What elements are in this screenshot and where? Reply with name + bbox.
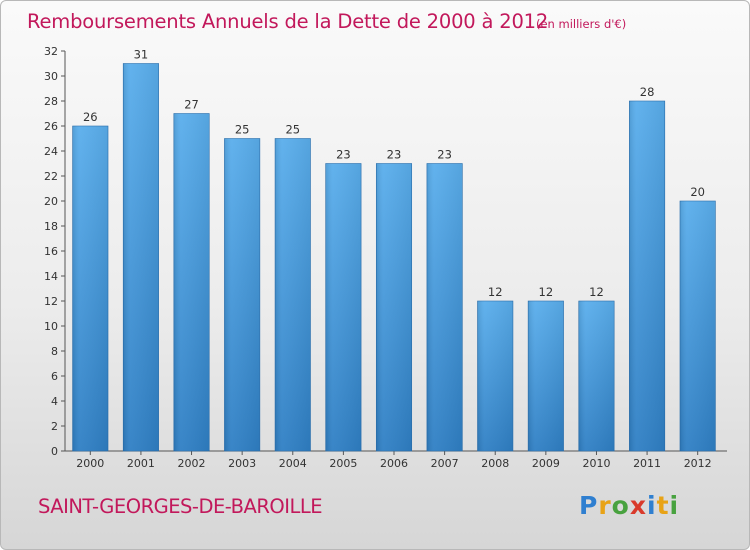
- y-tick-label: 30: [44, 70, 58, 83]
- bar-value-label: 12: [539, 285, 554, 299]
- bar-value-label: 26: [83, 110, 98, 124]
- bars: 26 31 27 25 25 23 23 23 12 12 12 28 20: [72, 48, 716, 452]
- y-tick-label: 20: [44, 195, 58, 208]
- bar-shading: [629, 101, 665, 451]
- logo-letter: r: [598, 491, 612, 520]
- bar-value-label: 23: [336, 148, 351, 162]
- bar-value-label: 31: [134, 48, 149, 62]
- bar-shading: [426, 163, 463, 451]
- logo-letter: i: [647, 491, 657, 520]
- logo-letter: i: [669, 491, 680, 520]
- logo-letter: x: [629, 491, 647, 520]
- bar-shading: [224, 138, 260, 451]
- y-tick-label: 4: [51, 395, 58, 408]
- y-tick-label: 24: [44, 145, 58, 158]
- bar-shading: [325, 163, 362, 451]
- y-tick-label: 18: [44, 220, 58, 233]
- x-tick-label: 2005: [329, 457, 357, 470]
- y-tick-label: 26: [44, 120, 58, 133]
- bar-value-label: 12: [488, 285, 503, 299]
- logo-letter: P: [579, 491, 599, 520]
- bar-shading: [477, 301, 513, 451]
- bar-shading: [376, 163, 412, 451]
- proxiti-logo: Proxiti: [579, 491, 679, 520]
- chart-unit: (en milliers d'€): [536, 17, 627, 31]
- bar-shading: [528, 301, 564, 451]
- y-tick-label: 32: [44, 45, 58, 58]
- commune-name: SAINT-GEORGES-DE-BAROILLE: [38, 495, 323, 518]
- x-tick-label: 2003: [228, 457, 256, 470]
- x-tick-label: 2011: [633, 457, 661, 470]
- x-tick-label: 2008: [481, 457, 509, 470]
- x-tick-label: 2010: [582, 457, 610, 470]
- logo-letter: t: [656, 491, 670, 520]
- bar-value-label: 20: [690, 185, 705, 199]
- x-axis: 2000 2001 2002 2003 2004 2005 2006 2007 2008 2009…: [65, 450, 727, 470]
- chart-title: Remboursements Annuels de la Dette de 20…: [27, 10, 549, 33]
- bar-value-label: 25: [235, 123, 250, 137]
- x-tick-label: 2006: [380, 457, 408, 470]
- bar-value-label: 23: [387, 148, 402, 162]
- x-tick-label: 2000: [76, 457, 104, 470]
- bar-shading: [275, 138, 311, 451]
- x-tick-label: 2007: [431, 457, 459, 470]
- y-tick-label: 12: [44, 295, 58, 308]
- x-tick-label: 2009: [532, 457, 560, 470]
- bar-value-label: 12: [589, 285, 604, 299]
- y-tick-label: 6: [51, 370, 58, 383]
- x-tick-label: 2001: [127, 457, 155, 470]
- y-tick-label: 2: [51, 420, 58, 433]
- bar-shading: [578, 301, 615, 451]
- y-tick-label: 14: [44, 270, 58, 283]
- y-tick-label: 0: [51, 445, 58, 458]
- bar-value-label: 25: [285, 123, 300, 137]
- x-tick-label: 2004: [279, 457, 307, 470]
- logo-letter: o: [611, 491, 630, 520]
- bar-value-label: 23: [437, 148, 452, 162]
- x-tick-label: 2012: [684, 457, 712, 470]
- x-tick-label: 2002: [178, 457, 206, 470]
- y-tick-label: 16: [44, 245, 58, 258]
- bar-value-label: 28: [640, 85, 655, 99]
- bar-shading: [123, 63, 159, 451]
- y-tick-label: 28: [44, 95, 58, 108]
- bar-shading: [72, 126, 109, 451]
- bar-value-label: 27: [184, 98, 199, 112]
- bar-shading: [173, 113, 210, 451]
- y-tick-label: 8: [51, 345, 58, 358]
- y-tick-label: 22: [44, 170, 58, 183]
- bar-shading: [679, 201, 716, 451]
- y-tick-label: 10: [44, 320, 58, 333]
